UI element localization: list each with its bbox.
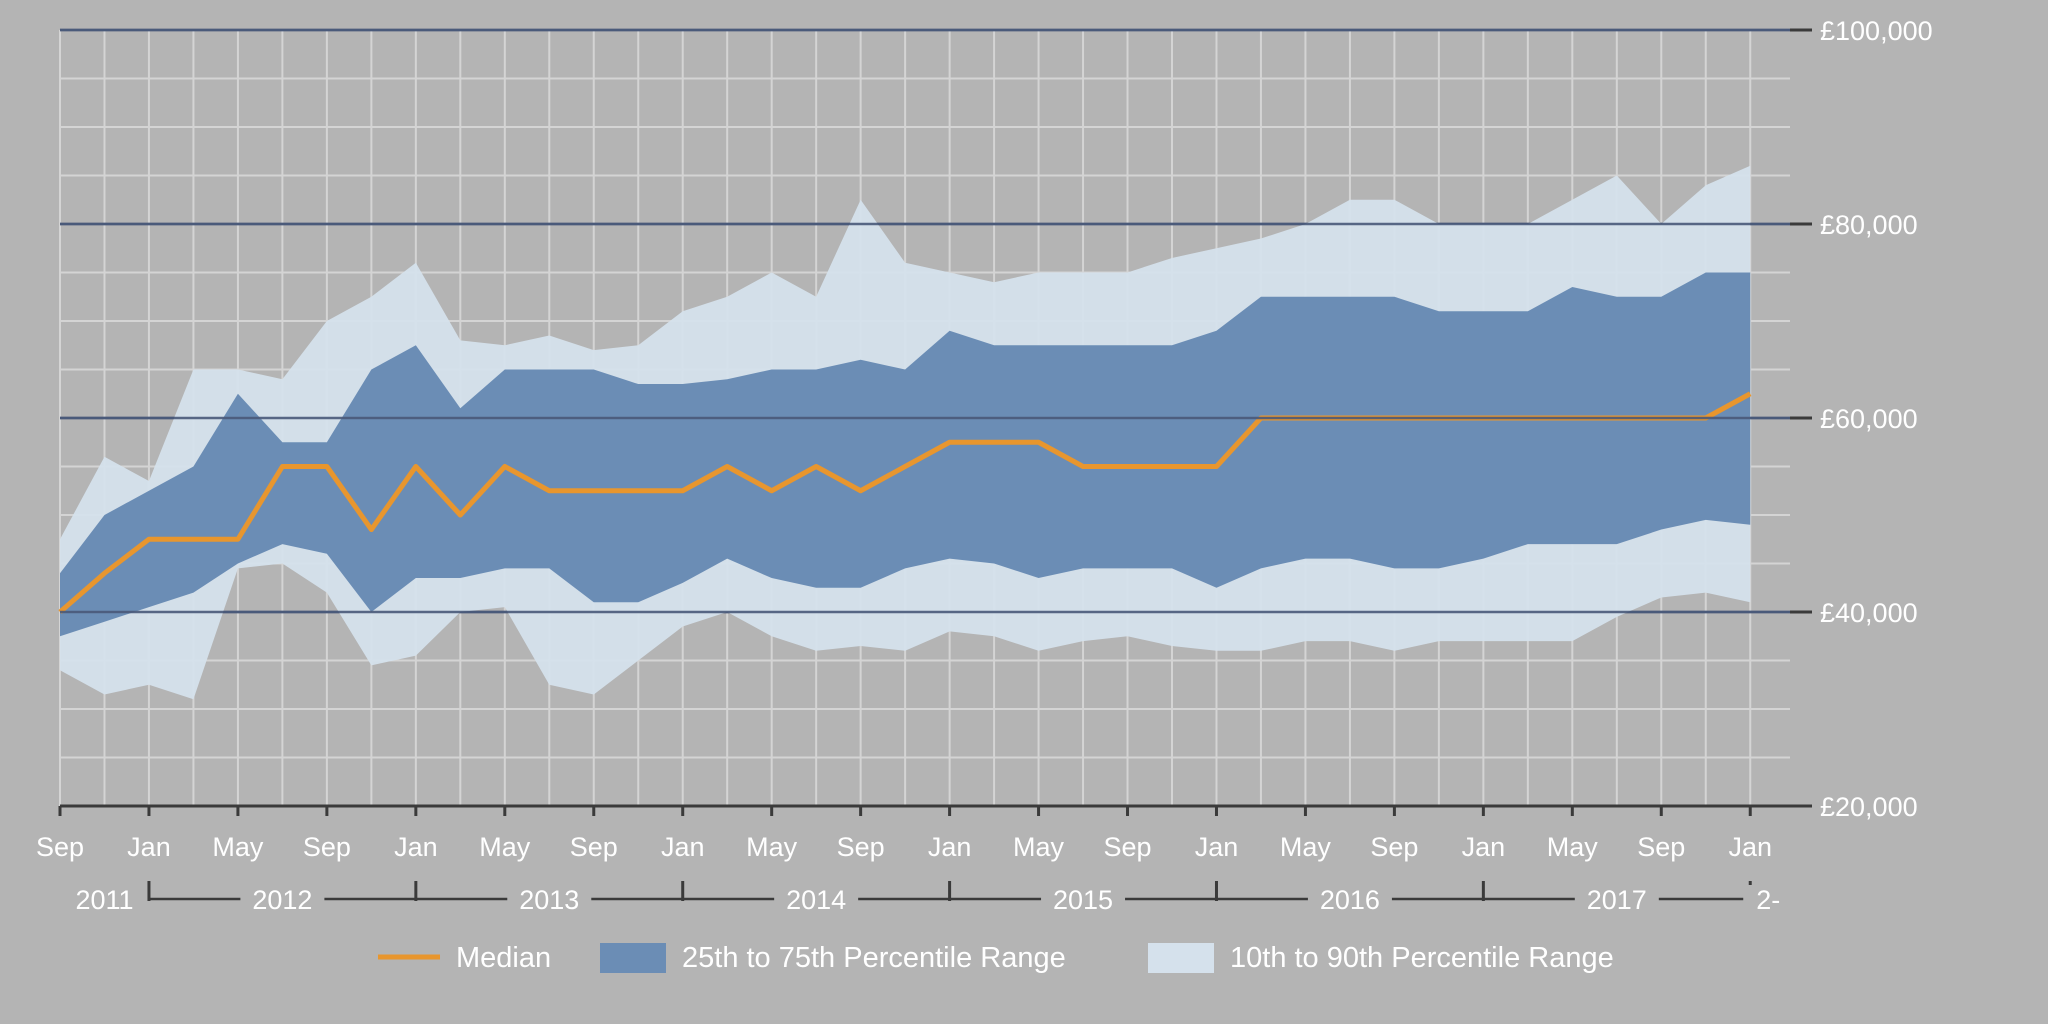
- x-tick-label: Jan: [1195, 832, 1239, 862]
- x-tick-label: Sep: [837, 832, 885, 862]
- year-label-bg: [1041, 885, 1126, 913]
- plot-area: [58, 28, 1790, 808]
- x-tick-label: Jan: [394, 832, 438, 862]
- legend-swatch: [1148, 943, 1214, 973]
- x-tick-label: Jan: [1728, 832, 1772, 862]
- year-label-bg: [507, 885, 592, 913]
- year-label: 2012: [252, 885, 312, 915]
- year-label-bg: [1743, 885, 1794, 913]
- year-label-bg: [774, 885, 859, 913]
- year-label: 2016: [1320, 885, 1380, 915]
- legend-item: 25th to 75th Percentile Range: [600, 942, 1066, 974]
- x-tick-label: Jan: [127, 832, 171, 862]
- y-tick-label: £60,000: [1820, 404, 1918, 434]
- y-tick-label: £100,000: [1820, 16, 1933, 46]
- y-tick-label: £20,000: [1820, 792, 1918, 822]
- x-tick-label: Jan: [928, 832, 972, 862]
- x-tick-label: Sep: [303, 832, 351, 862]
- x-tick-label: Sep: [1637, 832, 1685, 862]
- year-label-bg: [1574, 885, 1659, 913]
- legend-label: 25th to 75th Percentile Range: [682, 942, 1066, 974]
- year-label: 2011: [75, 885, 133, 915]
- legend-item: Median: [378, 942, 551, 974]
- year-label: 2015: [1053, 885, 1113, 915]
- y-tick-label: £40,000: [1820, 598, 1918, 628]
- year-label: 2014: [786, 885, 846, 915]
- band-25-75: [60, 272, 1751, 637]
- x-tick-label: May: [1013, 832, 1065, 862]
- x-tick-label: Sep: [1103, 832, 1151, 862]
- x-tick-label: May: [746, 832, 798, 862]
- y-tick-label: £80,000: [1820, 210, 1918, 240]
- legend-label: Median: [456, 942, 551, 974]
- x-tick-label: Jan: [1462, 832, 1506, 862]
- x-tick-label: Jan: [661, 832, 705, 862]
- legend-label: 10th to 90th Percentile Range: [1230, 942, 1614, 974]
- x-tick-label: May: [1280, 832, 1332, 862]
- year-label-bg: [62, 885, 147, 913]
- x-tick-label: Sep: [570, 832, 618, 862]
- year-label: 2017: [1587, 885, 1647, 915]
- x-tick-label: May: [479, 832, 531, 862]
- x-tick-label: Sep: [36, 832, 84, 862]
- x-tick-label: May: [1547, 832, 1599, 862]
- legend: Median 25th to 75th Percentile Range 10th …: [378, 942, 1614, 974]
- legend-item: 10th to 90th Percentile Range: [1148, 942, 1614, 974]
- year-label-bg: [240, 885, 325, 913]
- year-label-bg: [1307, 885, 1392, 913]
- x-tick-label: Sep: [1370, 832, 1418, 862]
- axes: £100,000 £80,000 £60,000 £40,000 £20,000 Sep J…: [36, 16, 1933, 915]
- x-tick-label: May: [212, 832, 264, 862]
- legend-swatch: [600, 943, 666, 973]
- year-label: 2-: [1756, 885, 1780, 915]
- year-label: 2013: [519, 885, 579, 915]
